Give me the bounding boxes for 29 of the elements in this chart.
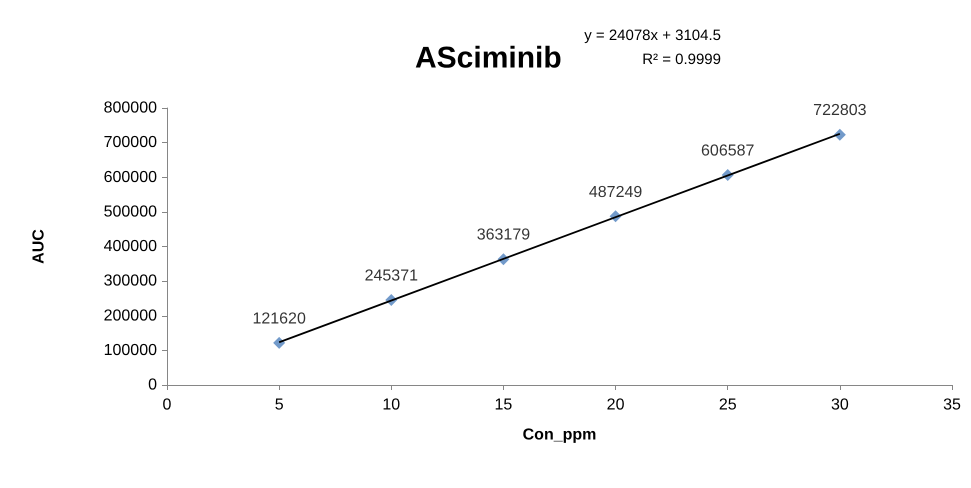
text: R² = 0.9999 bbox=[642, 51, 722, 68]
data-label: 363179 bbox=[476, 226, 530, 244]
x-tick-label: 30 bbox=[830, 396, 849, 414]
data-label: 487249 bbox=[588, 184, 642, 201]
y-tick-label: 300000 bbox=[104, 272, 158, 290]
data-label: 121620 bbox=[252, 310, 306, 328]
x-tick-label: 35 bbox=[943, 396, 961, 414]
x-tick-label: 0 bbox=[162, 396, 172, 414]
data-label: 245371 bbox=[364, 268, 418, 285]
y-tick-label: 600000 bbox=[104, 168, 158, 186]
y-tick-label: 100000 bbox=[104, 342, 158, 359]
y-tick-label: 700000 bbox=[104, 134, 158, 152]
x-tick-label: 25 bbox=[718, 396, 737, 414]
y-tick-label: 800000 bbox=[104, 100, 158, 116]
data-label: 722803 bbox=[813, 102, 867, 120]
text: y = 24078x + 3104.5 bbox=[584, 27, 721, 44]
x-tick-label: 20 bbox=[606, 396, 625, 414]
x-tick-label: 10 bbox=[382, 396, 400, 414]
y-tick-label: 500000 bbox=[104, 203, 158, 220]
point bbox=[273, 336, 286, 349]
data-label: 606587 bbox=[701, 142, 755, 160]
y-tick-label: 200000 bbox=[104, 307, 158, 324]
y-tick-label: 400000 bbox=[104, 238, 158, 255]
x-tick-label: 5 bbox=[274, 396, 284, 414]
x-tick-label: 15 bbox=[494, 396, 512, 414]
x-axis-title: Con_ppm bbox=[522, 426, 596, 444]
y-tick-label: 0 bbox=[148, 376, 158, 394]
chart-title: ASciminib bbox=[415, 42, 562, 74]
y-axis-title: AUC bbox=[30, 228, 48, 264]
